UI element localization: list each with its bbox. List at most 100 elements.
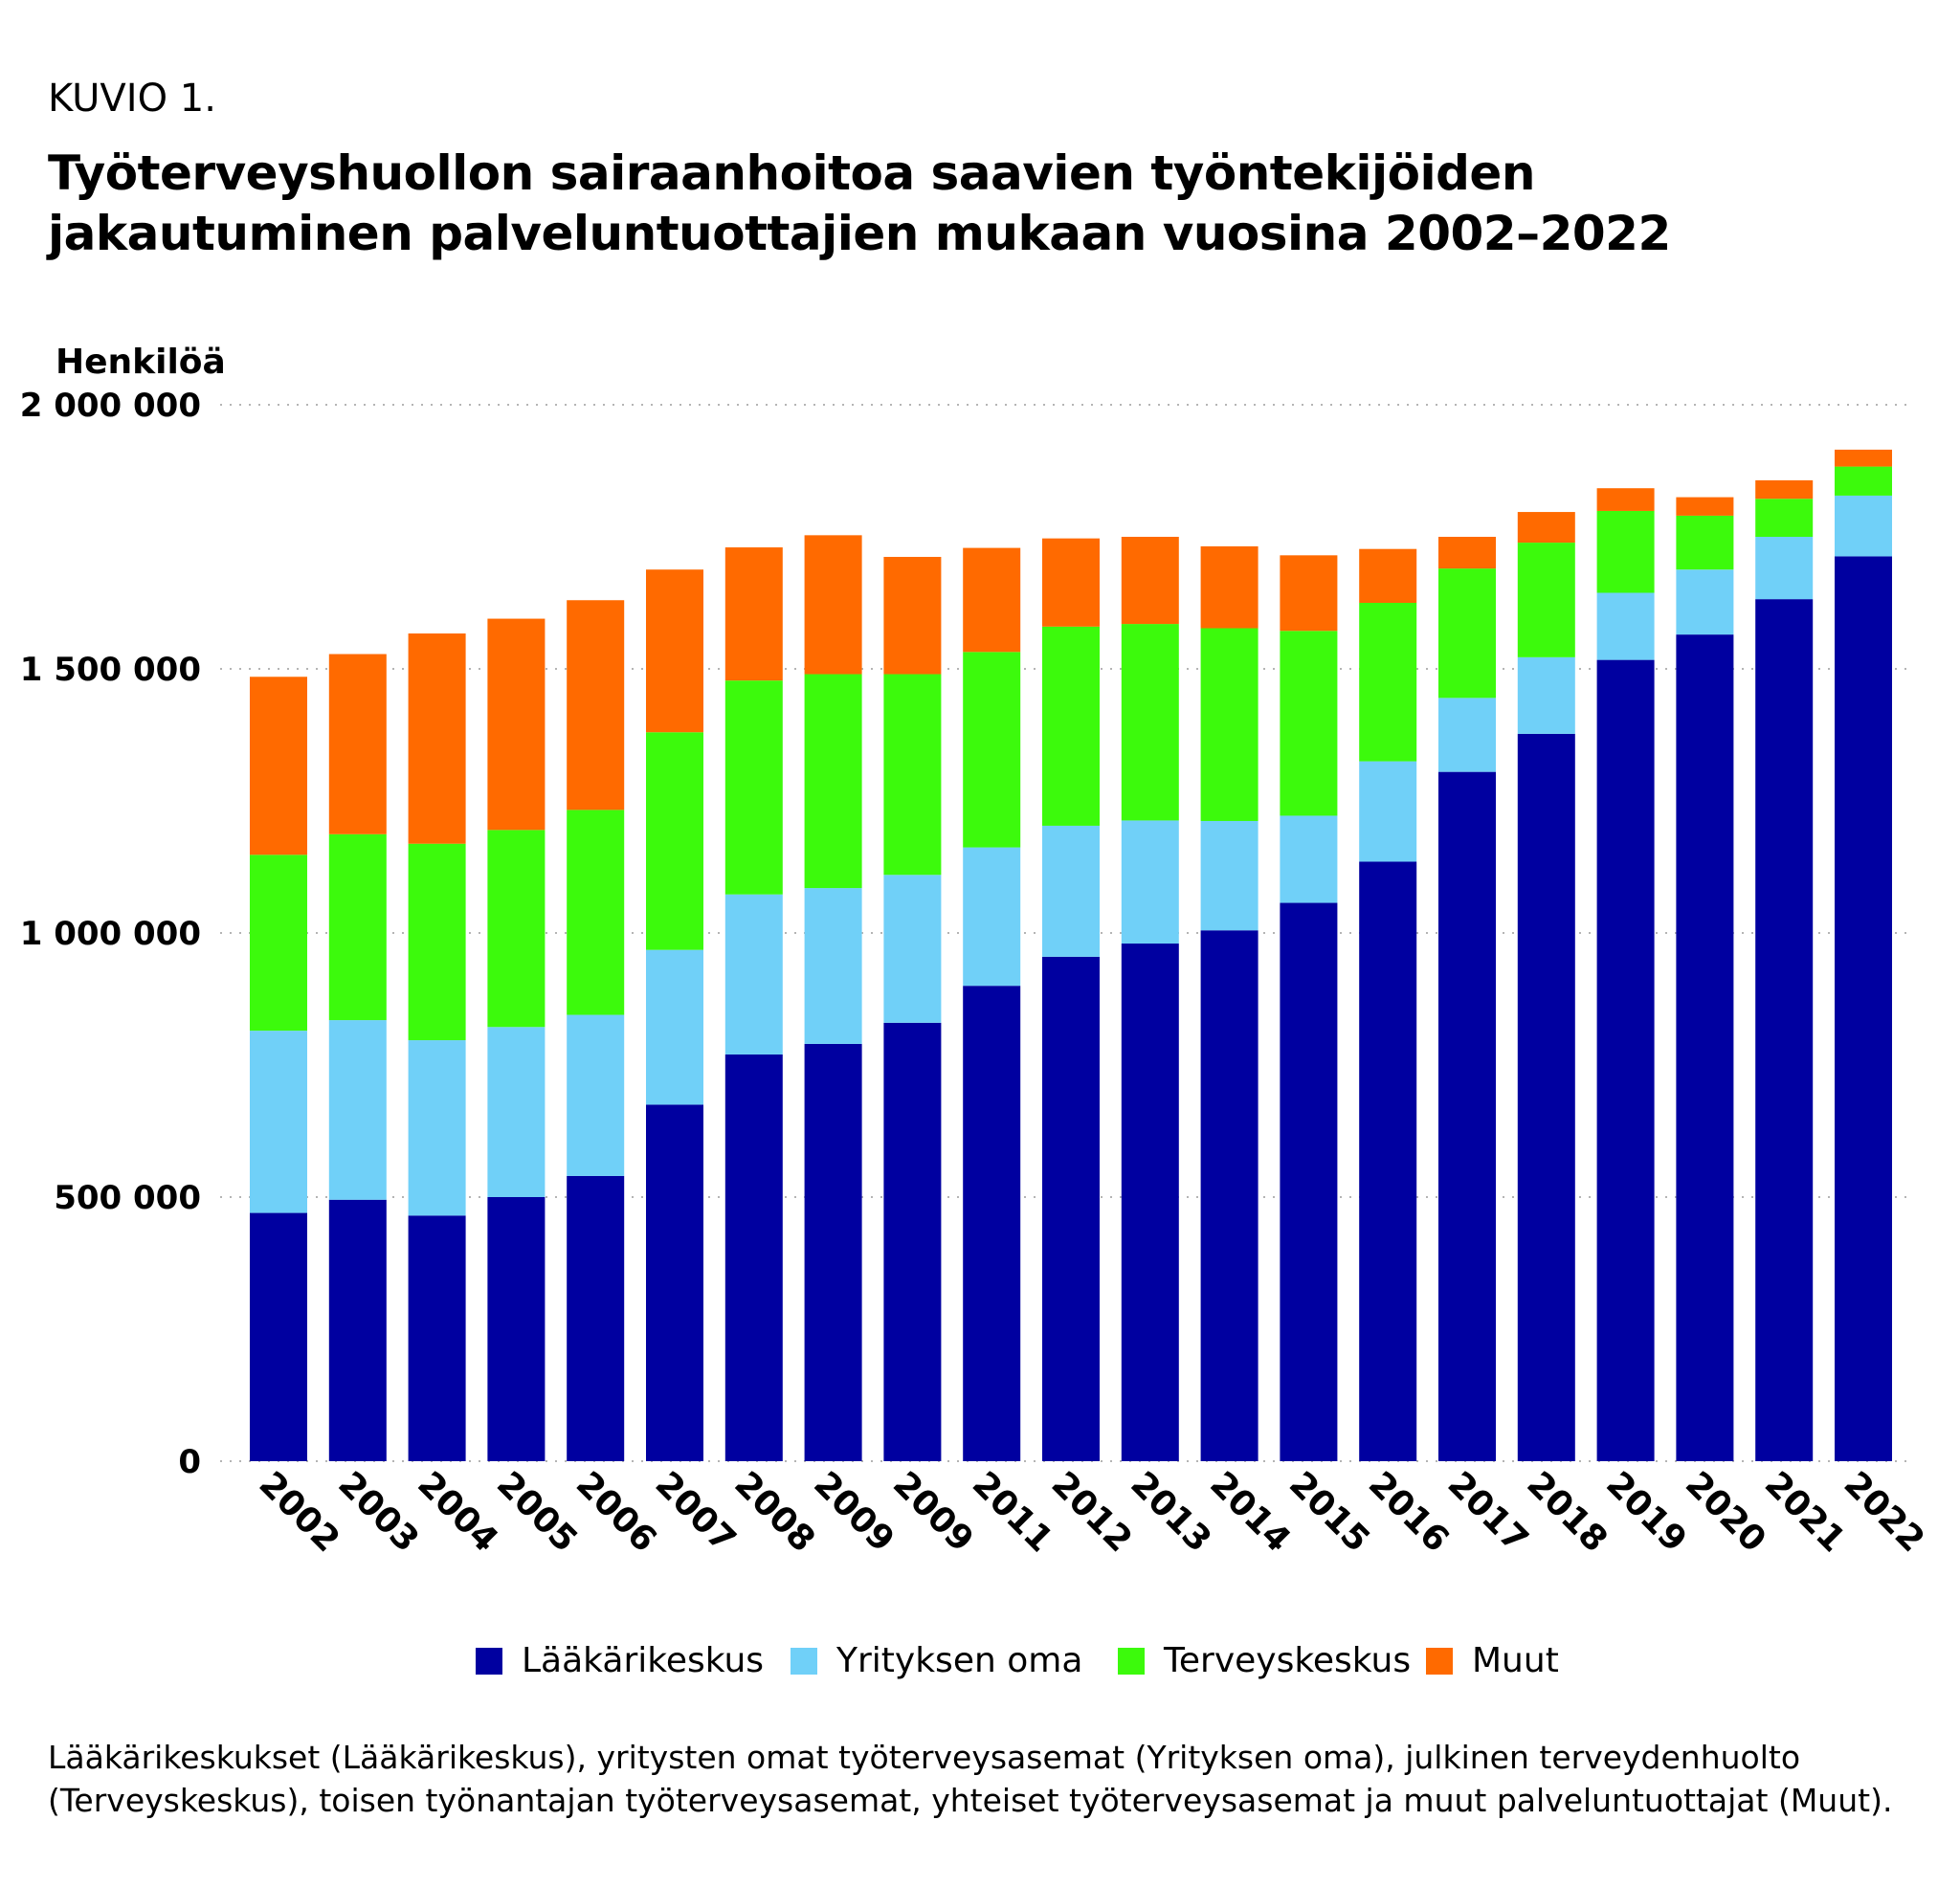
bar-segment-terveyskeskus-2012: [1042, 626, 1100, 826]
bar-segment-laakarikeskus-2019: [1596, 659, 1655, 1461]
bar-segment-yrityksen_oma-2008: [724, 894, 783, 1054]
x-tick-label: 2009: [885, 1464, 981, 1560]
y-tick-label: 2 000 000: [20, 387, 201, 425]
bar-segment-muut-2018: [1517, 512, 1575, 544]
bar-segment-yrityksen_oma-2011: [963, 847, 1021, 987]
x-tick-label: 2008: [726, 1464, 822, 1560]
x-tick-label: 2009: [806, 1464, 902, 1560]
bar-segment-terveyskeskus-2002: [250, 855, 307, 1032]
legend-label: Yrityksen oma: [836, 1641, 1083, 1680]
bar-segment-laakarikeskus-2004: [408, 1215, 466, 1461]
bar-segment-yrityksen_oma-2021: [1755, 537, 1814, 600]
x-tick-label: 2020: [1678, 1464, 1773, 1560]
bar-segment-terveyskeskus-2022: [1835, 466, 1892, 496]
legend-item-yrityksen_oma: Yrityksen oma: [791, 1641, 1082, 1680]
bar-segment-laakarikeskus-2020: [1676, 634, 1734, 1461]
x-tick-label: 2014: [1202, 1464, 1298, 1560]
bar-segment-muut-2009: [804, 535, 862, 675]
bar-segment-yrityksen_oma-2016: [1359, 761, 1417, 862]
bar-segment-muut-2005: [487, 618, 546, 831]
bar-segment-yrityksen_oma-2017: [1438, 698, 1496, 772]
bar-segment-terveyskeskus-2020: [1676, 515, 1734, 570]
legend-item-muut: Muut: [1426, 1641, 1559, 1680]
bar-segment-yrityksen_oma-2014: [1200, 820, 1258, 931]
y-tick-label: 1 500 000: [20, 651, 201, 689]
x-tick-label: 2004: [410, 1464, 505, 1560]
x-tick-label: 2022: [1837, 1464, 1932, 1560]
legend-item-laakarikeskus: Lääkärikeskus: [476, 1641, 764, 1680]
bar-segment-terveyskeskus-2013: [1121, 624, 1179, 821]
bar-segment-yrityksen_oma-2004: [408, 1040, 466, 1216]
legend-label: Muut: [1472, 1641, 1559, 1680]
bar-segment-terveyskeskus-2007: [646, 732, 703, 950]
y-tick-label: 0: [178, 1443, 201, 1481]
x-tick-label: 2005: [489, 1464, 585, 1560]
bar-segment-laakarikeskus-2007: [646, 1104, 703, 1461]
y-tick-label: 500 000: [54, 1179, 201, 1217]
bar-segment-terveyskeskus-2004: [408, 843, 466, 1041]
bar-segment-laakarikeskus-2018: [1517, 733, 1575, 1461]
bar-segment-laakarikeskus-2003: [328, 1199, 387, 1461]
bar-segment-yrityksen_oma-2009: [804, 888, 862, 1044]
x-tick-label: 2007: [648, 1464, 744, 1560]
bar-segment-muut-2015: [1280, 555, 1338, 632]
x-tick-label: 2011: [965, 1464, 1060, 1560]
bar-segment-terveyskeskus-2003: [328, 833, 387, 1021]
x-tick-label: 2006: [568, 1464, 664, 1560]
bar-segment-muut-2022: [1835, 449, 1892, 467]
legend-swatch: [1118, 1647, 1145, 1675]
bar-segment-muut-2006: [567, 600, 625, 810]
legend-swatch: [1426, 1647, 1453, 1675]
legend-swatch: [476, 1647, 502, 1675]
bar-segment-muut-2009: [883, 556, 942, 675]
bar-segment-laakarikeskus-2009: [804, 1043, 862, 1461]
bar-segment-muut-2019: [1596, 488, 1655, 511]
x-tick-label: 2002: [252, 1464, 347, 1560]
bar-segment-muut-2017: [1438, 537, 1496, 569]
bar-segment-muut-2002: [250, 677, 307, 855]
legend: Lääkärikeskus Yrityksen oma Terveyskeskus M…: [0, 1641, 1960, 1698]
chart-title: Työterveyshuollon sairaanhoitoa saavien …: [48, 145, 1671, 261]
x-tick-label: 2017: [1440, 1464, 1536, 1560]
y-axis: 0 500 000 1 000 000 1 500 000 2 000 000: [20, 387, 201, 1481]
bar-segment-terveyskeskus-2019: [1596, 510, 1655, 593]
bar-segment-yrityksen_oma-2020: [1676, 569, 1734, 635]
bar-segment-muut-2011: [963, 547, 1021, 653]
x-tick-label: 2015: [1281, 1464, 1377, 1560]
y-tick-label: 1 000 000: [20, 915, 201, 953]
x-tick-label: 2003: [330, 1464, 426, 1560]
bar-segment-laakarikeskus-2011: [963, 986, 1021, 1461]
bar-segment-terveyskeskus-2005: [487, 830, 546, 1028]
bar-segment-yrityksen_oma-2013: [1121, 820, 1179, 944]
x-tick-label: 2018: [1519, 1464, 1615, 1560]
x-tick-label: 2013: [1123, 1464, 1218, 1560]
legend-label: Terveyskeskus: [1164, 1641, 1412, 1680]
bar-segment-terveyskeskus-2018: [1517, 543, 1575, 657]
bar-segment-yrityksen_oma-2002: [250, 1031, 307, 1213]
bar-segment-laakarikeskus-2017: [1438, 771, 1496, 1461]
bar-segment-laakarikeskus-2022: [1835, 556, 1892, 1461]
bar-segment-yrityksen_oma-2006: [567, 1014, 625, 1176]
stacked-bar-chart: 0 500 000 1 000 000 1 500 000 2 000 000 2002…: [20, 343, 1932, 1560]
bar-segment-yrityksen_oma-2022: [1835, 495, 1892, 557]
bar-segment-laakarikeskus-2005: [487, 1197, 546, 1461]
bar-segment-laakarikeskus-2008: [724, 1054, 783, 1461]
bar-segment-muut-2013: [1121, 537, 1179, 625]
bar-segment-terveyskeskus-2021: [1755, 499, 1814, 537]
bar-segment-muut-2007: [646, 569, 703, 733]
bar-segment-muut-2004: [408, 633, 466, 844]
bar-segment-laakarikeskus-2012: [1042, 956, 1100, 1461]
bar-segment-terveyskeskus-2016: [1359, 603, 1417, 762]
bar-segment-terveyskeskus-2011: [963, 652, 1021, 848]
bar-segment-muut-2012: [1042, 538, 1100, 627]
bar-segment-terveyskeskus-2015: [1280, 631, 1338, 816]
x-tick-label: 2012: [1044, 1464, 1140, 1560]
bar-segment-yrityksen_oma-2005: [487, 1027, 546, 1197]
bar-segment-yrityksen_oma-2007: [646, 949, 703, 1105]
bar-segment-muut-2020: [1676, 497, 1734, 516]
bar-segment-yrityksen_oma-2012: [1042, 825, 1100, 957]
footnote: Lääkärikeskukset (Lääkärikeskus), yritys…: [48, 1739, 1893, 1819]
legend-item-terveyskeskus: Terveyskeskus: [1118, 1641, 1411, 1680]
bar-segment-muut-2014: [1200, 545, 1258, 629]
bar-segment-muut-2016: [1359, 548, 1417, 603]
